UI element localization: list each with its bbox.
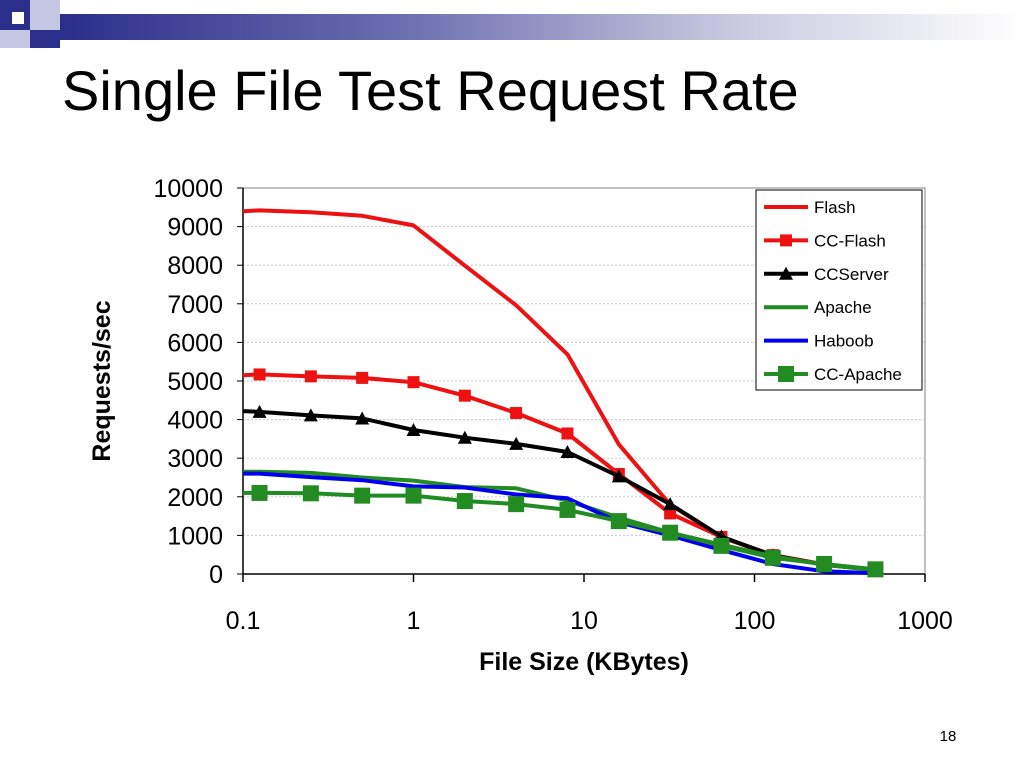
y-tick-label: 3000: [167, 445, 223, 473]
y-tick-label: 4000: [167, 407, 223, 435]
point-ccserver: [509, 436, 524, 450]
y-tick-label: 5000: [167, 368, 223, 396]
point-cc-apache: [816, 555, 833, 572]
legend-label-flash: Flash: [814, 198, 856, 217]
point-cc-apache: [610, 513, 627, 530]
point-ccserver: [560, 445, 575, 459]
point-cc-apache: [405, 487, 422, 504]
x-tick-label: 100: [734, 607, 776, 635]
point-cc-flash: [304, 370, 317, 383]
point-ccserver: [611, 469, 626, 483]
point-cc-apache: [764, 549, 781, 566]
axes: 0100020003000400050006000700080009000100…: [153, 175, 952, 635]
point-cc-apache: [456, 493, 473, 510]
point-ccserver: [663, 497, 678, 511]
header-square-dark-2: [30, 30, 60, 48]
header-square-mid: [0, 30, 30, 48]
legend-label-ccserver: CCServer: [814, 265, 889, 284]
x-tick-label: 1000: [897, 607, 953, 635]
legend-box: [755, 189, 923, 391]
x-tick-label: 0.1: [226, 607, 261, 635]
y-tick-label: 10000: [153, 175, 223, 203]
point-ccserver: [303, 408, 318, 422]
point-cc-apache: [867, 561, 884, 578]
legend-marker-cc-apache: [778, 366, 794, 382]
point-cc-apache: [354, 487, 371, 504]
series-line-cc-apache: [243, 490, 876, 572]
point-cc-apache: [302, 485, 319, 502]
point-cc-flash: [356, 371, 369, 384]
y-tick-label: 9000: [167, 214, 223, 242]
y-tick-label: 8000: [167, 252, 223, 280]
series-layer: [242, 208, 884, 578]
x-tick-label: 10: [570, 607, 598, 635]
point-cc-apache: [508, 496, 525, 513]
point-cc-flash: [458, 389, 471, 402]
legend-label-apache: Apache: [814, 298, 872, 317]
point-ccserver: [355, 411, 370, 425]
series-line-haboob: [243, 471, 876, 576]
x-tick-label: 1: [407, 607, 421, 635]
point-cc-flash: [253, 368, 266, 381]
point-cc-flash: [561, 427, 574, 440]
header-square-small: [12, 12, 24, 24]
legend-label-cc-flash: CC-Flash: [814, 231, 886, 250]
legend-label-cc-apache: CC-Apache: [814, 365, 902, 384]
y-tick-label: 0: [209, 561, 223, 589]
y-tick-label: 1000: [167, 522, 223, 550]
y-tick-label: 7000: [167, 291, 223, 319]
page-number: 18: [939, 728, 957, 745]
legend: Flash CC-Flash CCServer Apache Haboob CC-Apac…: [755, 189, 923, 391]
point-cc-flash: [407, 376, 420, 389]
header-gradient-bar: [60, 14, 1024, 40]
point-ccserver: [252, 404, 267, 418]
point-cc-apache: [559, 501, 576, 518]
header-square-light: [30, 0, 60, 30]
legend-label-haboob: Haboob: [814, 332, 874, 351]
y-tick-label: 2000: [167, 484, 223, 512]
header-decoration: [0, 0, 1024, 48]
point-cc-apache: [251, 484, 268, 501]
y-tick-label: 6000: [167, 329, 223, 357]
point-cc-flash: [664, 507, 677, 520]
legend-marker-ccserver: [779, 266, 793, 280]
x-axis-label: File Size (KBytes): [479, 648, 689, 676]
point-cc-apache: [662, 524, 679, 541]
y-axis-label: Requests/sec: [88, 300, 116, 461]
point-ccserver: [406, 423, 421, 437]
point-cc-apache: [713, 537, 730, 554]
legend-marker-cc-flash: [780, 234, 792, 247]
slide-title: Single File Test Request Rate: [62, 59, 799, 122]
point-cc-flash: [510, 407, 523, 420]
point-ccserver: [457, 430, 472, 444]
